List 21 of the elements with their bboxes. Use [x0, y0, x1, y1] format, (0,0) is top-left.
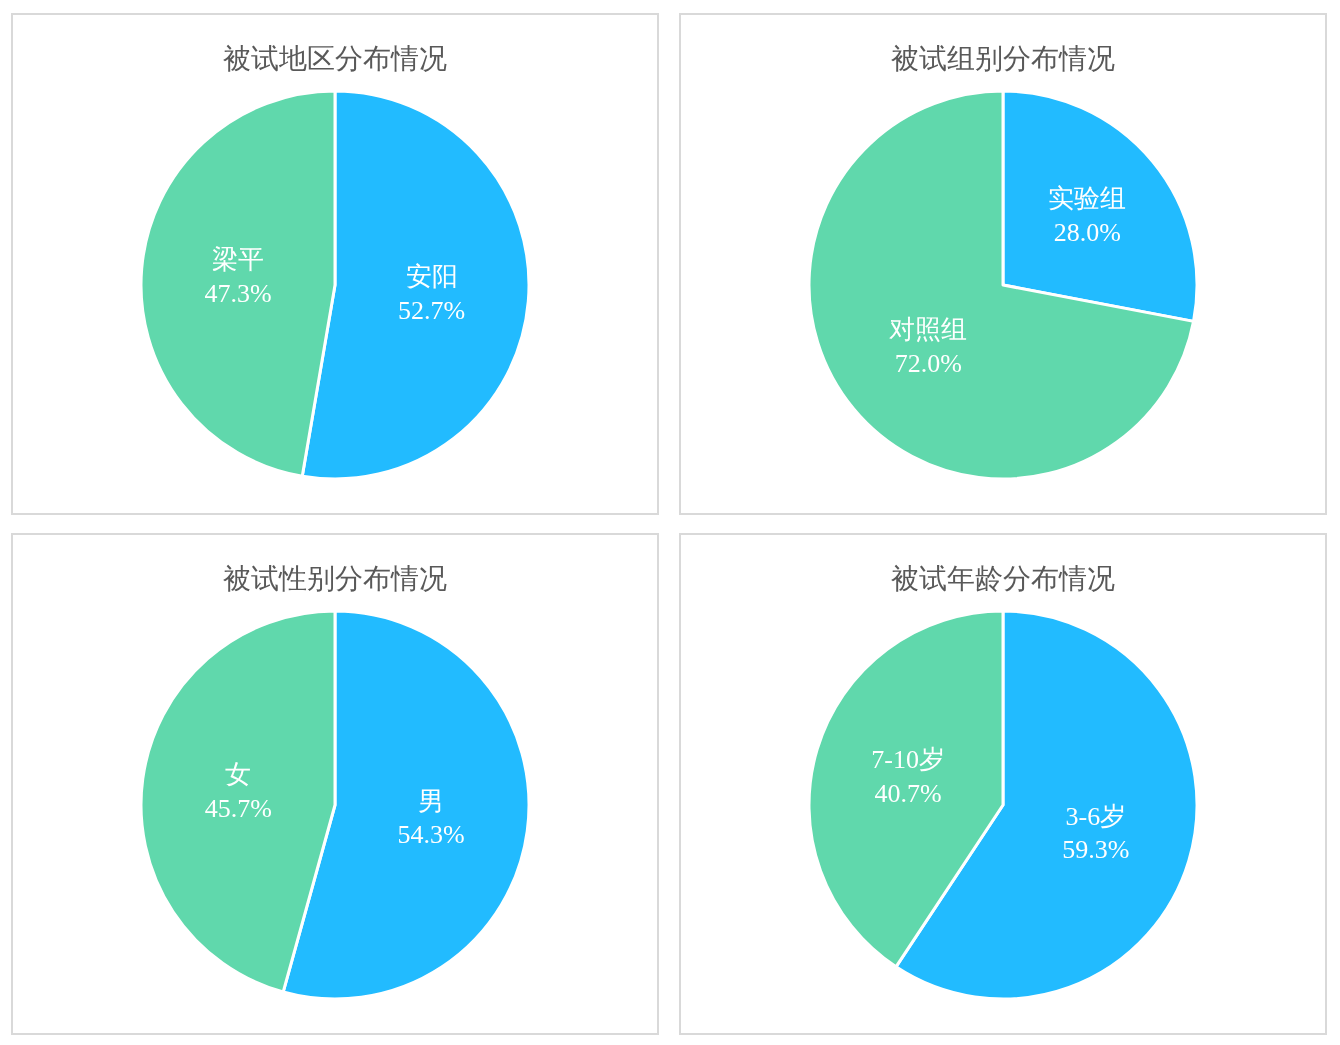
slice-label: 实验组: [1048, 183, 1127, 213]
slice-label: 梁平: [212, 245, 265, 275]
data-label: 52.7%: [398, 295, 466, 325]
chart-title: 被试组别分布情况: [891, 42, 1115, 74]
data-label: 28.0%: [1053, 217, 1122, 247]
pie-slice: [807, 89, 1196, 481]
slice-label: 3-6岁: [1065, 801, 1127, 831]
slice-label: 安阳: [405, 261, 458, 291]
data-label: 40.7%: [874, 778, 942, 808]
data-label: 47.3%: [204, 279, 272, 309]
chart-title: 被试地区分布情况: [223, 42, 447, 74]
slice-label: 7-10岁: [871, 745, 945, 775]
data-label: 54.3%: [397, 820, 465, 850]
data-label: 72.0%: [894, 349, 962, 379]
data-label: 59.3%: [1062, 835, 1130, 865]
data-label: 45.7%: [204, 794, 273, 824]
slice-label: 对照组: [889, 315, 968, 345]
chart-title: 被试性别分布情况: [223, 562, 447, 594]
chart-title: 被试年龄分布情况: [891, 562, 1115, 594]
slice-label: 男: [418, 786, 445, 816]
slice-label: 女: [225, 760, 252, 790]
